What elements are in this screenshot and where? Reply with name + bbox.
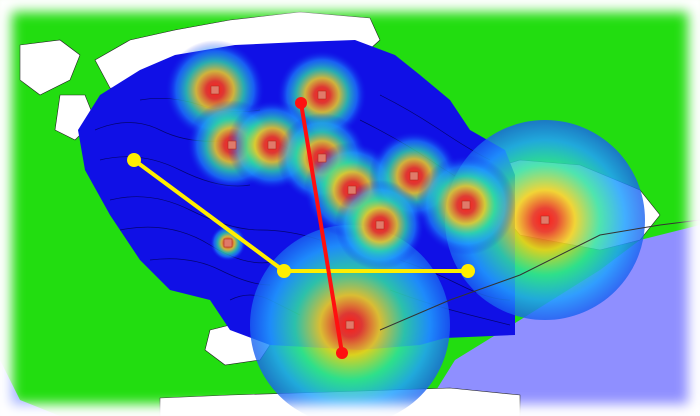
yellow-route[interactable] <box>127 153 475 278</box>
shoreline <box>379 219 700 331</box>
water-left <box>0 360 60 416</box>
yellow-route-end-node[interactable] <box>461 264 475 278</box>
red-route-start-node[interactable] <box>295 97 307 109</box>
red-route-end-node[interactable] <box>336 347 348 359</box>
yellow-route-mid-node[interactable] <box>277 264 291 278</box>
red-route-line[interactable] <box>299 102 344 354</box>
water-area <box>420 225 700 416</box>
yellow-route-start-node[interactable] <box>127 153 141 167</box>
red-route[interactable] <box>295 97 348 359</box>
hotspot-markers <box>210 85 550 330</box>
